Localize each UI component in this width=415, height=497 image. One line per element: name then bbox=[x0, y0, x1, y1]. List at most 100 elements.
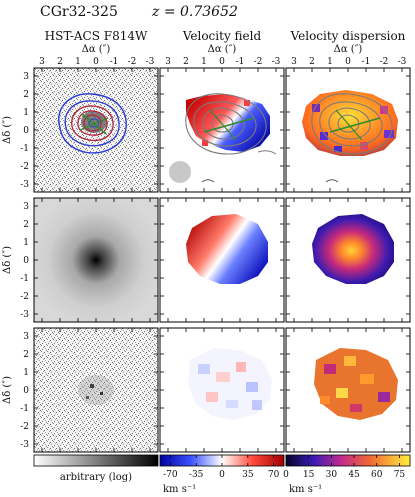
y-tick-label: -1 bbox=[20, 144, 29, 154]
y-tick-label: -2 bbox=[20, 162, 29, 172]
morph-axis-velocity bbox=[209, 109, 237, 141]
residual-knot bbox=[100, 392, 103, 395]
x-tick-label: 0 bbox=[219, 57, 225, 67]
y-tick-label: -2 bbox=[20, 422, 29, 432]
x-tick-label: 3 bbox=[165, 57, 171, 67]
colorbar-dispersion-ticks: 0 15 30 45 60 75 bbox=[283, 455, 405, 480]
contour-red-mid bbox=[77, 110, 108, 136]
panel-velocity-model bbox=[160, 198, 284, 322]
colorbar-intensity-label: arbitrary (log) bbox=[60, 472, 132, 483]
x-tick-label: -1 bbox=[110, 57, 119, 67]
x-tick-label: -3 bbox=[146, 57, 155, 67]
contour-red-inner bbox=[83, 114, 102, 132]
x-tick-label: 1 bbox=[75, 57, 81, 67]
residual-cell bbox=[378, 392, 390, 402]
isophote-mid bbox=[319, 101, 383, 147]
y-axis-label: Δδ (″) bbox=[2, 376, 13, 404]
y-tick-label: 2 bbox=[23, 220, 29, 230]
column-title-velocity: Velocity field bbox=[182, 29, 262, 43]
residual-knot bbox=[86, 396, 89, 399]
psf-disc bbox=[169, 161, 191, 183]
pixel-cold bbox=[320, 132, 328, 140]
panel-dispersion-model bbox=[286, 198, 410, 322]
x-tick-label: 0 bbox=[345, 57, 351, 67]
psf-arc bbox=[325, 179, 339, 183]
column-title-hst: HST-ACS F814W bbox=[45, 29, 148, 43]
residual-cell bbox=[246, 382, 258, 392]
residual-cell bbox=[344, 356, 356, 366]
pixel-outlier bbox=[202, 140, 208, 146]
panel-velocity-residual bbox=[160, 328, 284, 452]
y-tick-label: 3 bbox=[23, 202, 29, 212]
x-tick-label: -1 bbox=[236, 57, 245, 67]
residual-cell bbox=[252, 400, 262, 410]
residual-cell bbox=[226, 400, 238, 408]
x-tick-label: 2 bbox=[57, 57, 63, 67]
column-title-dispersion: Velocity dispersion bbox=[290, 29, 406, 43]
isophote-inner bbox=[328, 107, 371, 140]
object-name: CGr32-325 bbox=[40, 4, 118, 20]
y-tick-label: -1 bbox=[20, 404, 29, 414]
residual-cell bbox=[324, 364, 336, 374]
morph-axis-hst bbox=[79, 117, 109, 131]
panel-frames bbox=[33, 67, 411, 453]
morph-axis-dispersion bbox=[335, 109, 363, 141]
isophote-inner bbox=[202, 107, 245, 140]
x-tick-label: -2 bbox=[128, 57, 137, 67]
residual-cell bbox=[206, 392, 218, 402]
x-tick-label: 1 bbox=[327, 57, 333, 67]
x-tick-label: -3 bbox=[272, 57, 281, 67]
y-tick-label: 1 bbox=[23, 108, 29, 118]
pixel-cold bbox=[384, 130, 394, 138]
colorbar-tick-label: 35 bbox=[242, 470, 254, 480]
residual-cell bbox=[350, 404, 362, 412]
pixel-outlier bbox=[244, 100, 250, 106]
colorbar-dispersion-unit: km s⁻¹ bbox=[289, 484, 322, 495]
kinematic-axis-dispersion bbox=[329, 117, 381, 133]
contour-blue-inner bbox=[64, 100, 120, 147]
isophote-outer bbox=[311, 93, 393, 155]
colorbar-tick-label: 30 bbox=[326, 470, 338, 480]
y-tick-label: 1 bbox=[23, 368, 29, 378]
x-tick-label: -1 bbox=[362, 57, 371, 67]
pixel-cold bbox=[312, 104, 320, 112]
colorbar-tick-label: 70 bbox=[268, 470, 280, 480]
pixel-warm bbox=[380, 106, 388, 114]
x-tick-labels: 3 2 1 0 -1 -2 -3 3 2 1 0 -1 -2 -3 3 2 1 0 -1 -2 -3 bbox=[39, 57, 407, 67]
y-tick-label: -1 bbox=[20, 274, 29, 284]
x-axis-label-hst: Δα (″) bbox=[82, 44, 111, 55]
y-tick-label: -3 bbox=[20, 180, 29, 190]
panel-hst-image bbox=[34, 68, 158, 192]
colorbar-tick-label: 15 bbox=[303, 470, 315, 480]
y-tick-label: -3 bbox=[20, 440, 29, 450]
x-tick-label: 1 bbox=[201, 57, 207, 67]
x-axis-label-velocity: Δα (″) bbox=[208, 44, 237, 55]
isophote-outer bbox=[185, 93, 267, 155]
x-tick-label: -2 bbox=[380, 57, 389, 67]
y-tick-label: 3 bbox=[23, 332, 29, 342]
y-tick-label: -3 bbox=[20, 310, 29, 320]
psf-arc bbox=[201, 179, 215, 183]
colorbar-tick-label: 75 bbox=[394, 470, 406, 480]
y-tick-label: 2 bbox=[23, 350, 29, 360]
colorbar-dispersion: 0 15 30 45 60 75 km s⁻¹ bbox=[283, 454, 411, 495]
colorbar-velocity-unit: km s⁻¹ bbox=[163, 484, 196, 495]
residual-cell bbox=[216, 372, 230, 382]
x-tick-label: 0 bbox=[93, 57, 99, 67]
residual-cell bbox=[360, 374, 374, 384]
dispersion-map-model bbox=[312, 214, 394, 284]
colorbar-tick-label: 0 bbox=[219, 470, 225, 480]
y-tick-label: 2 bbox=[23, 90, 29, 100]
kinematic-axis-velocity bbox=[203, 117, 255, 133]
colorbar-tick-label: 60 bbox=[371, 470, 383, 480]
y-tick-label: 0 bbox=[23, 386, 29, 396]
residual-blob bbox=[78, 375, 114, 405]
colorbar-tick-label: 0 bbox=[283, 470, 289, 480]
panel-model-image bbox=[34, 198, 158, 322]
y-axis-label: Δδ (″) bbox=[2, 246, 13, 274]
pixel-warm bbox=[360, 142, 368, 150]
residual-cell bbox=[336, 388, 348, 398]
y-tick-labels: 3 2 1 0 -1 -2 -3 3 2 1 0 -1 -2 -3 3 2 1 0 -1 -2 -3 bbox=[20, 72, 29, 450]
x-axis-label-dispersion: Δα (″) bbox=[334, 44, 363, 55]
